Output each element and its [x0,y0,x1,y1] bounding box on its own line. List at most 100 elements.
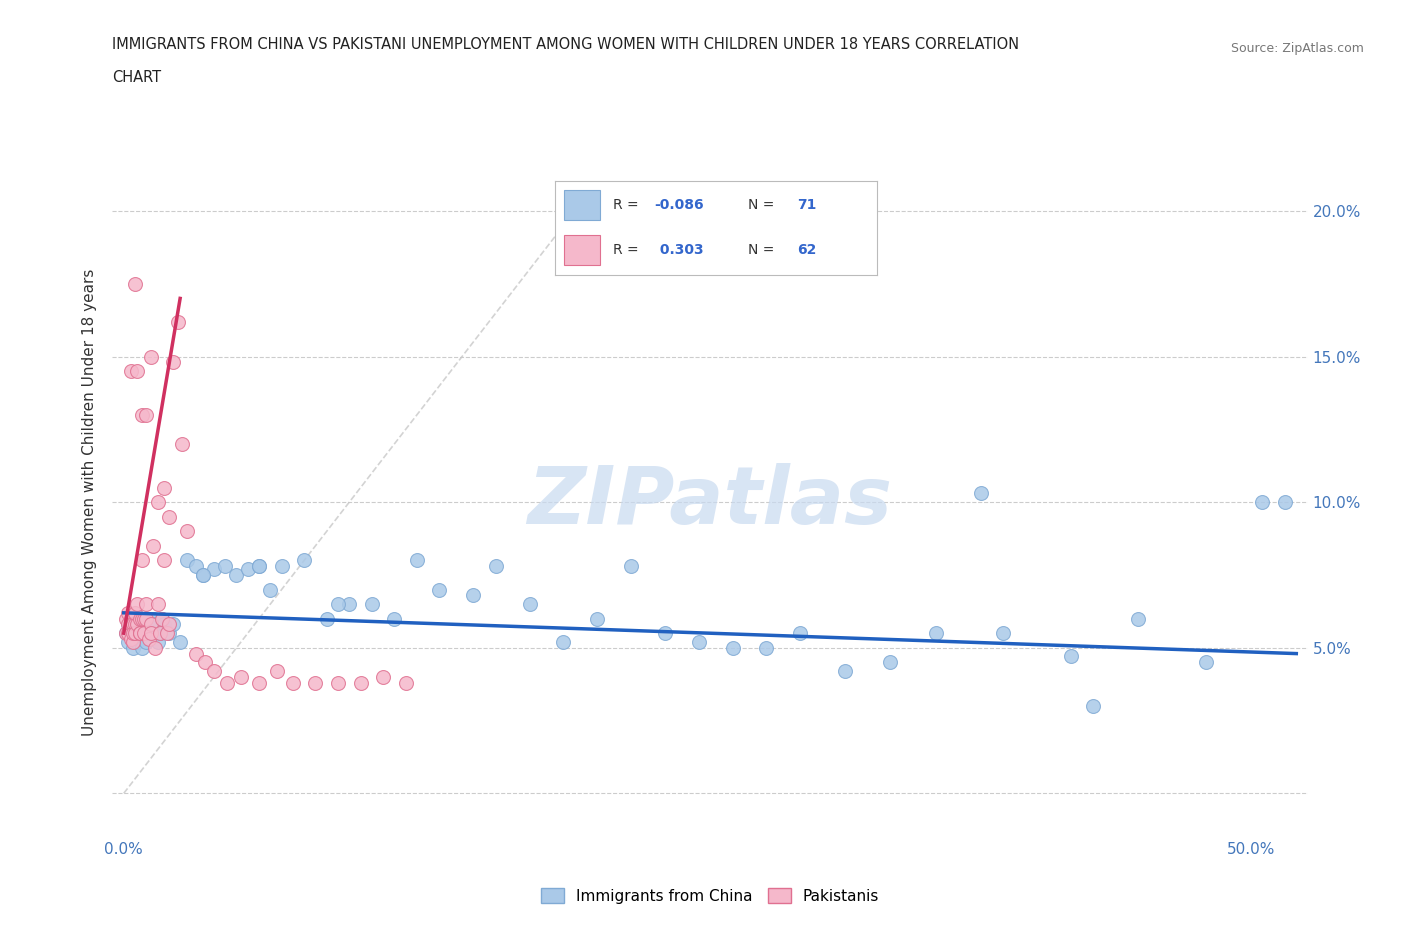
Point [337,597,360,612]
Point [991,626,1014,641]
Point [184,559,207,574]
Point [138,631,160,646]
Point [142,611,165,626]
Point [135,611,157,626]
Point [485,559,508,574]
Point [131,641,153,656]
Point [169,634,191,649]
Point [789,626,811,641]
Point [229,670,252,684]
Point [281,675,304,690]
Point [406,553,429,568]
Point [117,617,139,631]
Point [131,407,153,422]
Point [360,597,382,612]
Point [586,611,609,626]
Point [266,664,288,679]
Point [131,611,153,626]
Point [153,480,176,495]
Point [132,626,155,641]
Point [191,567,214,582]
Point [924,626,946,641]
Point [146,495,169,510]
Point [127,617,149,631]
Point [124,626,146,641]
Point [139,626,162,641]
Point [620,559,643,574]
Text: CHART: CHART [112,70,162,85]
Point [304,675,326,690]
Point [135,407,157,422]
Point [128,626,150,641]
Point [1195,655,1218,670]
Text: Source: ZipAtlas.com: Source: ZipAtlas.com [1230,42,1364,55]
Point [128,631,150,646]
Point [688,634,710,649]
Point [326,675,349,690]
Point [124,611,146,626]
Point [131,617,153,631]
Point [139,617,162,631]
Point [143,641,166,656]
Point [654,626,676,641]
Point [142,538,165,553]
Point [138,617,160,631]
Point [202,664,225,679]
Legend: Immigrants from China, Pakistanis: Immigrants from China, Pakistanis [534,882,886,910]
Text: ZIPatlas: ZIPatlas [527,463,893,541]
Point [191,567,214,582]
Point [184,646,207,661]
Point [128,611,150,626]
Point [121,634,143,649]
Point [326,597,349,612]
Point [117,605,139,620]
Point [143,617,166,631]
Point [127,597,149,612]
Point [117,626,139,641]
Point [131,553,153,568]
Point [120,611,142,626]
Point [1274,495,1296,510]
Point [124,626,146,641]
Point [127,634,149,649]
Point [150,611,173,626]
Point [120,617,142,631]
Point [162,617,184,631]
Point [394,675,416,690]
Point [315,611,337,626]
Point [1251,495,1274,510]
Point [247,559,270,574]
Point [135,597,157,612]
Point [132,626,155,641]
Point [127,364,149,379]
Point [1128,611,1150,626]
Point [157,617,180,631]
Point [132,611,155,626]
Point [120,631,142,646]
Point [247,559,270,574]
Point [146,634,169,649]
Point [194,655,217,670]
Point [292,553,315,568]
Point [120,626,142,641]
Point [217,675,239,690]
Point [128,626,150,641]
Point [463,588,485,603]
Point [176,524,198,538]
Point [202,562,225,577]
Point [121,617,143,631]
Point [117,617,139,631]
Point [176,553,198,568]
Point [259,582,281,597]
Point [834,664,856,679]
Point [150,611,173,626]
Point [755,641,778,656]
Point [115,626,138,641]
Point [721,641,744,656]
Point [969,486,991,501]
Text: IMMIGRANTS FROM CHINA VS PAKISTANI UNEMPLOYMENT AMONG WOMEN WITH CHILDREN UNDER : IMMIGRANTS FROM CHINA VS PAKISTANI UNEMP… [112,37,1019,52]
Point [135,620,157,635]
Point [155,626,177,641]
Point [349,675,371,690]
Y-axis label: Unemployment Among Women with Children Under 18 years: Unemployment Among Women with Children U… [82,269,97,736]
